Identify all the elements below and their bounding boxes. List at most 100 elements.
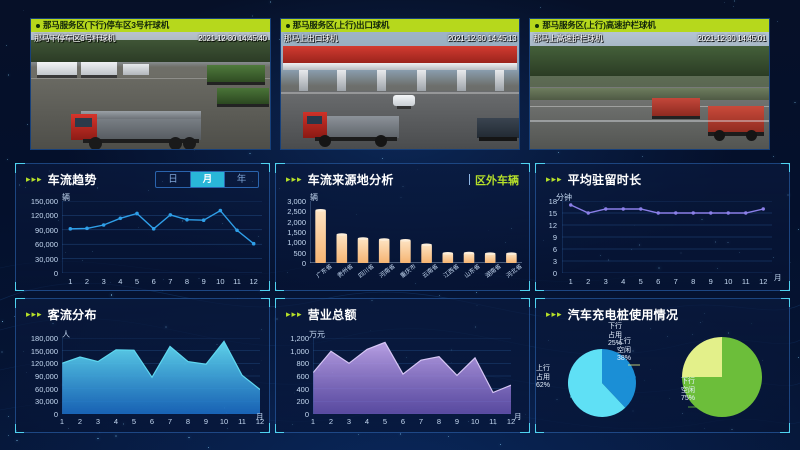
camera-title-3: 那马服务区(上行)高速护栏球机 xyxy=(530,19,770,32)
y-tick-label: 3,000 xyxy=(287,197,306,206)
x-tick-label: 8 xyxy=(691,277,696,286)
x-tick-label: 3 xyxy=(101,277,106,286)
panel-origin-header: ▸▸▸ 车流来源地分析 区外车辆 xyxy=(286,171,519,188)
camera-tile-3[interactable]: 那马服务区(上行)高速护栏球机 那马上高速护栏球机 2021-12-30 14:… xyxy=(529,18,771,150)
x-tick-label: 6 xyxy=(151,277,156,286)
triple-arrow-icon: ▸▸▸ xyxy=(26,174,43,184)
x-tick-label: 4 xyxy=(621,277,626,286)
tab-year[interactable]: 年 xyxy=(224,172,258,187)
camera-title-text-1: 那马服务区(下行)停车区3号杆球机 xyxy=(43,20,169,30)
panel-charging-header: ▸▸▸ 汽车充电桩使用情况 xyxy=(546,306,779,323)
y-tick-label: 150,000 xyxy=(30,197,58,206)
x-tick-label: 8 xyxy=(436,417,442,426)
status-dot-icon xyxy=(36,23,40,28)
y-tick-label: 18 xyxy=(548,197,557,206)
x-tick-label: 12 xyxy=(506,417,516,426)
x-tick-label: 9 xyxy=(203,417,209,426)
panel-revenue-header: ▸▸▸ 营业总额 xyxy=(286,306,519,323)
x-tick-label: 9 xyxy=(708,277,713,286)
chart-origin-analysis xyxy=(310,201,522,263)
x-tick-label: 5 xyxy=(382,417,388,426)
x-tick-label: 10 xyxy=(216,277,225,286)
x-tick-label: 11 xyxy=(238,417,246,426)
y-tick-label: 500 xyxy=(293,248,306,258)
y-tick-label: 1,500 xyxy=(287,228,306,237)
chart-charging-pies xyxy=(544,325,784,429)
x-tick-label: 2 xyxy=(586,277,591,286)
y-axis-unit: 人 xyxy=(62,330,70,339)
panel-traffic-trend: ▸▸▸ 车流趋势 日 月 年 辆 0 30,000 60,000 90,000 120,… xyxy=(15,163,270,291)
y-tick-label: 90,000 xyxy=(35,372,58,381)
x-tick-label: 5 xyxy=(134,277,140,286)
triple-arrow-icon: ▸▸▸ xyxy=(286,309,303,319)
x-tick-label: 1 xyxy=(68,277,73,286)
tab-day[interactable]: 日 xyxy=(168,174,178,185)
camera-video-3[interactable] xyxy=(530,32,770,149)
triple-arrow-icon: ▸▸▸ xyxy=(546,174,563,184)
camera-tile-2[interactable]: 那马服务区(上行)出口球机 那马上出口球机 2021-12-30 14:45:1… xyxy=(279,18,521,150)
panel-passenger-flow: ▸▸▸ 客流分布 人 0 30,000 60,000 90,000 120,000 150… xyxy=(15,298,270,433)
y-tick-label: 12 xyxy=(548,221,557,230)
x-tick-label: 4 xyxy=(364,417,370,426)
panel-avg-stay: ▸▸▸ 平均驻留时长 分钟 0 3 6 9 12 15 18 1 2 3 4 5 6 7 8 9 10 11 12… xyxy=(535,163,790,291)
y-tick-label: 800 xyxy=(296,359,309,369)
y-tick-label: 30,000 xyxy=(35,254,58,264)
badge-divider-icon xyxy=(469,174,470,185)
camera-grid: 那马服务区(下行)停车区3号杆球机 那马下停车区3号杆球机 2021-12-30… xyxy=(30,18,771,150)
y-axis-unit: 辆 xyxy=(310,193,318,202)
y-tick-label: 1,000 xyxy=(287,238,306,248)
camera-video-2[interactable] xyxy=(280,32,520,149)
pie-slice-label: 下行 占用 25% xyxy=(608,323,623,347)
camera-tile-1[interactable]: 那马服务区(下行)停车区3号杆球机 那马下停车区3号杆球机 2021-12-30… xyxy=(30,18,271,150)
panel-passenger-flow-header: ▸▸▸ 客流分布 xyxy=(26,306,259,323)
chart-passenger-flow xyxy=(62,338,260,414)
x-tick-label: 4 xyxy=(113,417,119,426)
panel-title: 汽车充电桩使用情况 xyxy=(567,308,679,322)
x-tick-label: 10 xyxy=(724,277,733,286)
panel-title: 客流分布 xyxy=(47,308,97,322)
x-tick-label: 6 xyxy=(656,277,661,286)
x-tick-label: 12 xyxy=(249,277,258,286)
status-dot-icon xyxy=(285,23,290,28)
x-tick-label: 3 xyxy=(346,417,352,426)
period-tabs[interactable]: 日 月 年 xyxy=(155,171,259,188)
y-tick-label: 0 xyxy=(53,410,58,419)
tab-month[interactable]: 月 xyxy=(190,172,224,187)
y-tick-label: 15 xyxy=(548,209,557,218)
x-tick-label: 4 xyxy=(118,277,123,286)
x-tick-label: 11 xyxy=(489,417,497,426)
x-tick-label: 7 xyxy=(673,277,678,286)
x-tick-label: 2 xyxy=(84,277,90,286)
y-tick-label: 60,000 xyxy=(35,240,58,250)
panel-title: 营业总额 xyxy=(307,308,357,322)
y-tick-label: 60,000 xyxy=(35,384,58,394)
y-tick-label: 150,000 xyxy=(30,346,58,356)
x-tick-label: 8 xyxy=(184,277,190,286)
y-tick-label: 200 xyxy=(296,397,309,407)
x-axis-unit: 月 xyxy=(514,412,522,421)
panel-title: 平均驻留时长 xyxy=(567,173,642,187)
pie-slice-label: 上行 占用 62% xyxy=(536,365,551,389)
x-tick-label: 7 xyxy=(418,417,424,426)
y-tick-label: 120,000 xyxy=(30,359,58,369)
x-tick-label: 12 xyxy=(759,277,768,286)
panel-charging-stations: ▸▸▸ 汽车充电桩使用情况 xyxy=(535,298,790,433)
y-tick-label: 120,000 xyxy=(30,211,58,221)
y-tick-label: 2,500 xyxy=(287,207,306,217)
y-tick-label: 0 xyxy=(304,410,309,419)
x-tick-label: 10 xyxy=(219,417,229,426)
camera-video-1[interactable] xyxy=(31,32,270,149)
panel-avg-stay-header: ▸▸▸ 平均驻留时长 xyxy=(546,171,779,188)
x-tick-label: 2 xyxy=(77,417,83,426)
x-tick-label: 1 xyxy=(310,417,316,426)
x-tick-label: 3 xyxy=(603,277,608,286)
y-tick-label: 0 xyxy=(53,269,58,278)
x-tick-label: 7 xyxy=(167,417,173,426)
pie-slice-label: 上行 空闲 38% xyxy=(617,338,632,362)
y-tick-label: 180,000 xyxy=(30,334,58,343)
y-tick-label: 90,000 xyxy=(35,225,58,235)
outside-vehicles-badge[interactable]: 区外车辆 xyxy=(469,172,519,188)
triple-arrow-icon: ▸▸▸ xyxy=(546,309,563,319)
y-tick-label: 6 xyxy=(552,245,557,254)
